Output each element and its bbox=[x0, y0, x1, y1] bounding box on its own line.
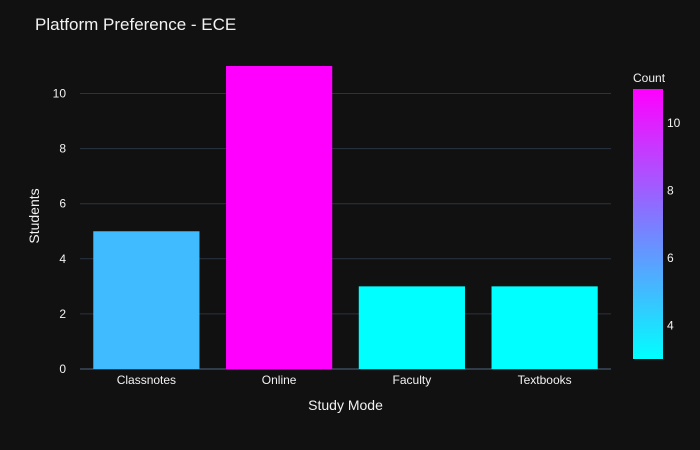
y-tick-label: 8 bbox=[59, 142, 66, 156]
x-tick-label: Faculty bbox=[393, 373, 432, 387]
x-tick-label: Textbooks bbox=[518, 373, 572, 387]
y-tick-label: 4 bbox=[59, 252, 66, 266]
y-tick-label: 6 bbox=[59, 197, 66, 211]
chart-title: Platform Preference - ECE bbox=[35, 15, 236, 34]
y-tick-label: 0 bbox=[59, 362, 66, 376]
bars bbox=[93, 65, 598, 370]
colorbar-tick-labels: 4 6 8 10 bbox=[667, 116, 681, 333]
x-axis-title: Study Mode bbox=[308, 397, 383, 413]
colorbar-tick-label: 4 bbox=[667, 318, 674, 332]
y-tick-labels: 0 2 4 6 8 10 bbox=[53, 87, 67, 376]
x-tick-labels: Classnotes Online Faculty Textbooks bbox=[117, 373, 572, 387]
x-tick-label: Online bbox=[262, 373, 297, 387]
y-axis-title: Students bbox=[26, 188, 42, 243]
bar bbox=[93, 231, 200, 369]
bar bbox=[491, 286, 598, 369]
x-tick-label: Classnotes bbox=[117, 373, 176, 387]
colorbar-tick-label: 6 bbox=[667, 251, 674, 265]
colorbar: Count 4 6 8 10 bbox=[633, 71, 681, 359]
colorbar-title: Count bbox=[633, 71, 666, 85]
colorbar-gradient bbox=[633, 89, 663, 359]
colorbar-tick-label: 10 bbox=[667, 116, 681, 130]
y-tick-label: 10 bbox=[53, 87, 67, 101]
y-tick-label: 2 bbox=[59, 307, 66, 321]
bar bbox=[226, 65, 333, 370]
colorbar-tick-label: 8 bbox=[667, 183, 674, 197]
bar bbox=[358, 286, 465, 369]
